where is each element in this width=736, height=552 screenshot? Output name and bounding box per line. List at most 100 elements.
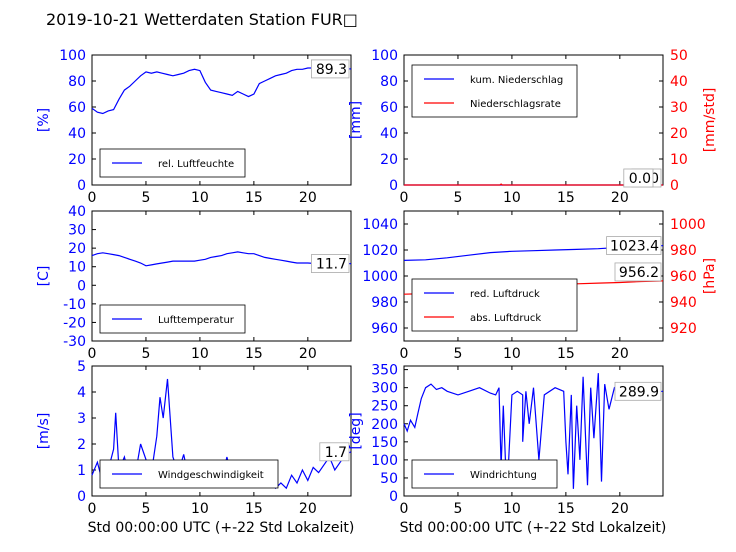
x-tick-label: 10 [191, 346, 209, 362]
series-line [404, 183, 663, 186]
y-right-tick-label: 1000 [670, 217, 706, 233]
y-axis-label: [C] [36, 266, 52, 287]
y-right-tick-label: 920 [670, 321, 697, 337]
last-value-label: 1023.4 [610, 239, 659, 255]
last-value-label: 11.7 [316, 257, 347, 273]
y-tick-label: 30 [68, 223, 86, 239]
legend-entry: red. Luftdruck [470, 289, 540, 300]
y-tick-label: 1020 [362, 243, 398, 259]
x-tick-label: 5 [453, 501, 462, 517]
y-right-tick-label: 960 [670, 269, 697, 285]
last-value-label: 289.9 [619, 384, 659, 400]
y-axis-label: [m/s] [36, 413, 52, 450]
x-tick-label: 15 [557, 190, 575, 206]
x-tick-label: 20 [611, 501, 629, 517]
x-tick-label: 20 [299, 346, 317, 362]
x-tick-label: 5 [453, 190, 462, 206]
y-tick-label: 250 [371, 399, 398, 415]
y-axis-label: [deg] [348, 412, 364, 449]
y-tick-label: 350 [371, 363, 398, 379]
page-title: 2019-10-21 Wetterdaten Station FUR□ [46, 10, 358, 29]
y-tick-label: 0 [77, 178, 86, 194]
legend [411, 278, 578, 332]
x-tick-label: 0 [88, 346, 97, 362]
windspeed-panel: 0 5 10 15 20 0 1 2 3 4 5 [m/s] 1.7 Windgeschwindigkei… [36, 359, 352, 517]
y-tick-label: 80 [68, 74, 86, 90]
y-tick-label: 100 [371, 453, 398, 469]
x-tick-label: 5 [141, 190, 150, 206]
y-tick-label: 50 [380, 471, 398, 487]
x-axis-label-left: Std 00:00:00 UTC (+-22 Std Lokalzeit) [88, 520, 355, 536]
y-tick-label: 20 [68, 152, 86, 168]
y-tick-label: 0 [389, 178, 398, 194]
y-tick-label: 1 [77, 463, 86, 479]
y-tick-label: 80 [380, 74, 398, 90]
last-value-label-right: 0.0 [629, 171, 651, 187]
y-axis-label: [mm] [348, 101, 364, 139]
last-value-label: 1.7 [325, 445, 347, 461]
x-tick-label: 15 [557, 346, 575, 362]
x-tick-label: 20 [299, 190, 317, 206]
x-tick-label: 0 [400, 501, 409, 517]
last-value-label-right: 956.2 [619, 265, 659, 281]
x-tick-label: 15 [557, 501, 575, 517]
x-tick-label: 20 [611, 190, 629, 206]
y-tick-label: 40 [380, 126, 398, 142]
x-tick-label: 20 [299, 501, 317, 517]
x-tick-label: 10 [191, 501, 209, 517]
y-right-tick-label: 30 [670, 100, 688, 116]
y-tick-label: 2 [77, 437, 86, 453]
y-tick-label: 300 [371, 381, 398, 397]
y-tick-label: 20 [380, 152, 398, 168]
y-tick-label: 40 [68, 204, 86, 220]
y-tick-label: 200 [371, 417, 398, 433]
last-value-label-box [606, 236, 662, 255]
y-tick-label: 5 [77, 359, 86, 375]
x-tick-label: 10 [191, 190, 209, 206]
y-right-tick-label: 20 [670, 126, 688, 142]
y-tick-label: 40 [68, 126, 86, 142]
y-tick-label: -30 [63, 334, 86, 350]
y-tick-label: 60 [380, 100, 398, 116]
x-tick-label: 10 [503, 190, 521, 206]
y-right-tick-label: 0 [670, 178, 679, 194]
y-right-tick-label: 50 [670, 48, 688, 64]
x-tick-label: 15 [245, 190, 263, 206]
last-value-label: 89.3 [316, 62, 347, 78]
last-value-label-right-box [623, 168, 654, 188]
last-value-label-box [310, 254, 350, 273]
legend-entry: kum. Niederschlag [470, 75, 563, 86]
series-line [91, 66, 351, 115]
y-tick-label: -20 [63, 315, 86, 331]
y-right-axis-label: [mm/std] [702, 88, 718, 153]
y-right-tick-label: 40 [670, 74, 688, 90]
y-tick-label: 60 [68, 100, 86, 116]
series-line [91, 251, 351, 267]
y-tick-label: 960 [371, 321, 398, 337]
y-tick-label: 0 [77, 489, 86, 505]
y-tick-label: 4 [77, 385, 86, 401]
x-tick-label: 5 [141, 501, 150, 517]
x-tick-label: 0 [400, 346, 409, 362]
legend-entry: abs. Luftdruck [470, 313, 541, 324]
legend-entry: Niederschlagsrate [470, 99, 561, 110]
x-tick-label: 0 [88, 190, 97, 206]
y-tick-label: 1040 [362, 217, 398, 233]
pressure-panel: 0 5 10 15 20 960 980 1000 1020 1040 920 940 960 980 10… [362, 210, 718, 362]
legend [411, 64, 578, 118]
y-right-axis-label: [hPa] [702, 258, 718, 294]
y-tick-label: 980 [371, 295, 398, 311]
y-tick-label: 20 [68, 241, 86, 257]
temperature-panel: 0 5 10 15 20 -30 -20 -10 0 10 20 30 40 [C] 11.7 Lufttem… [36, 204, 352, 362]
y-tick-label: 0 [77, 278, 86, 294]
y-tick-label: 3 [77, 411, 86, 427]
y-tick-label: 10 [68, 260, 86, 276]
humidity-panel: 0 5 10 15 20 0 20 40 60 80 100 [%] 89.3 rel. Luftfeuc… [36, 48, 352, 206]
y-right-tick-label: 10 [670, 152, 688, 168]
last-value-label-box [319, 442, 350, 462]
y-tick-label: -10 [63, 297, 86, 313]
y-tick-label: 150 [371, 435, 398, 451]
y-tick-label: 100 [59, 48, 86, 64]
x-tick-label: 20 [611, 346, 629, 362]
